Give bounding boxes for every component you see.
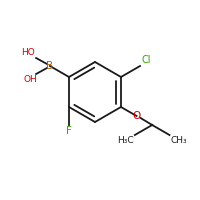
Text: O: O <box>132 111 141 121</box>
Text: H₃C: H₃C <box>117 136 134 145</box>
Text: Cl: Cl <box>141 55 151 65</box>
Text: HO: HO <box>21 48 35 57</box>
Text: CH₃: CH₃ <box>170 136 187 145</box>
Text: F: F <box>66 126 72 136</box>
Text: B: B <box>46 61 54 71</box>
Text: OH: OH <box>23 75 37 84</box>
